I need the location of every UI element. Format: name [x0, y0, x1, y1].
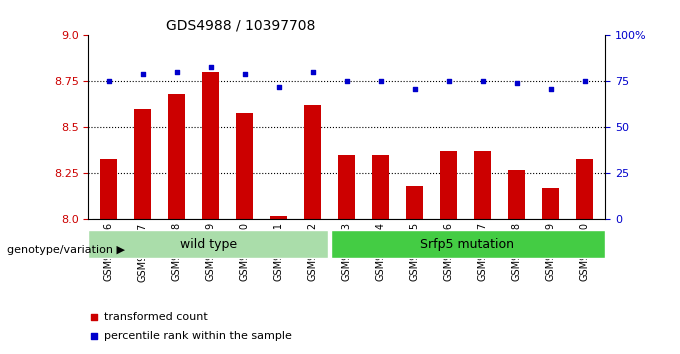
Point — [409, 86, 420, 92]
Bar — [135, 109, 151, 219]
Bar — [237, 113, 253, 219]
Bar — [203, 72, 219, 219]
Point — [341, 79, 352, 84]
Bar — [271, 216, 287, 219]
Text: transformed count: transformed count — [104, 312, 207, 322]
Text: GDS4988 / 10397708: GDS4988 / 10397708 — [166, 19, 316, 33]
Point — [579, 79, 590, 84]
Point — [388, 52, 399, 58]
FancyBboxPatch shape — [331, 230, 605, 258]
Point — [137, 71, 148, 77]
Point — [545, 86, 556, 92]
Bar — [407, 186, 423, 219]
Bar — [441, 152, 457, 219]
Bar — [305, 105, 322, 219]
Point — [171, 69, 182, 75]
Point — [388, 226, 399, 232]
Text: Srfp5 mutation: Srfp5 mutation — [420, 238, 514, 251]
Text: wild type: wild type — [180, 238, 237, 251]
Bar — [169, 94, 185, 219]
Point — [375, 79, 386, 84]
FancyBboxPatch shape — [88, 230, 328, 258]
Bar — [101, 159, 118, 219]
Point — [443, 79, 454, 84]
Text: percentile rank within the sample: percentile rank within the sample — [104, 331, 292, 341]
Bar — [475, 152, 491, 219]
Point — [511, 80, 522, 86]
Bar — [373, 155, 389, 219]
Point — [273, 84, 284, 90]
Bar — [339, 155, 355, 219]
Bar — [542, 188, 559, 219]
Point — [307, 69, 318, 75]
Text: genotype/variation ▶: genotype/variation ▶ — [7, 245, 125, 255]
Bar — [509, 170, 525, 219]
Point — [239, 71, 250, 77]
Bar — [576, 159, 593, 219]
Point — [477, 79, 488, 84]
Point — [205, 64, 216, 69]
Point — [103, 79, 114, 84]
